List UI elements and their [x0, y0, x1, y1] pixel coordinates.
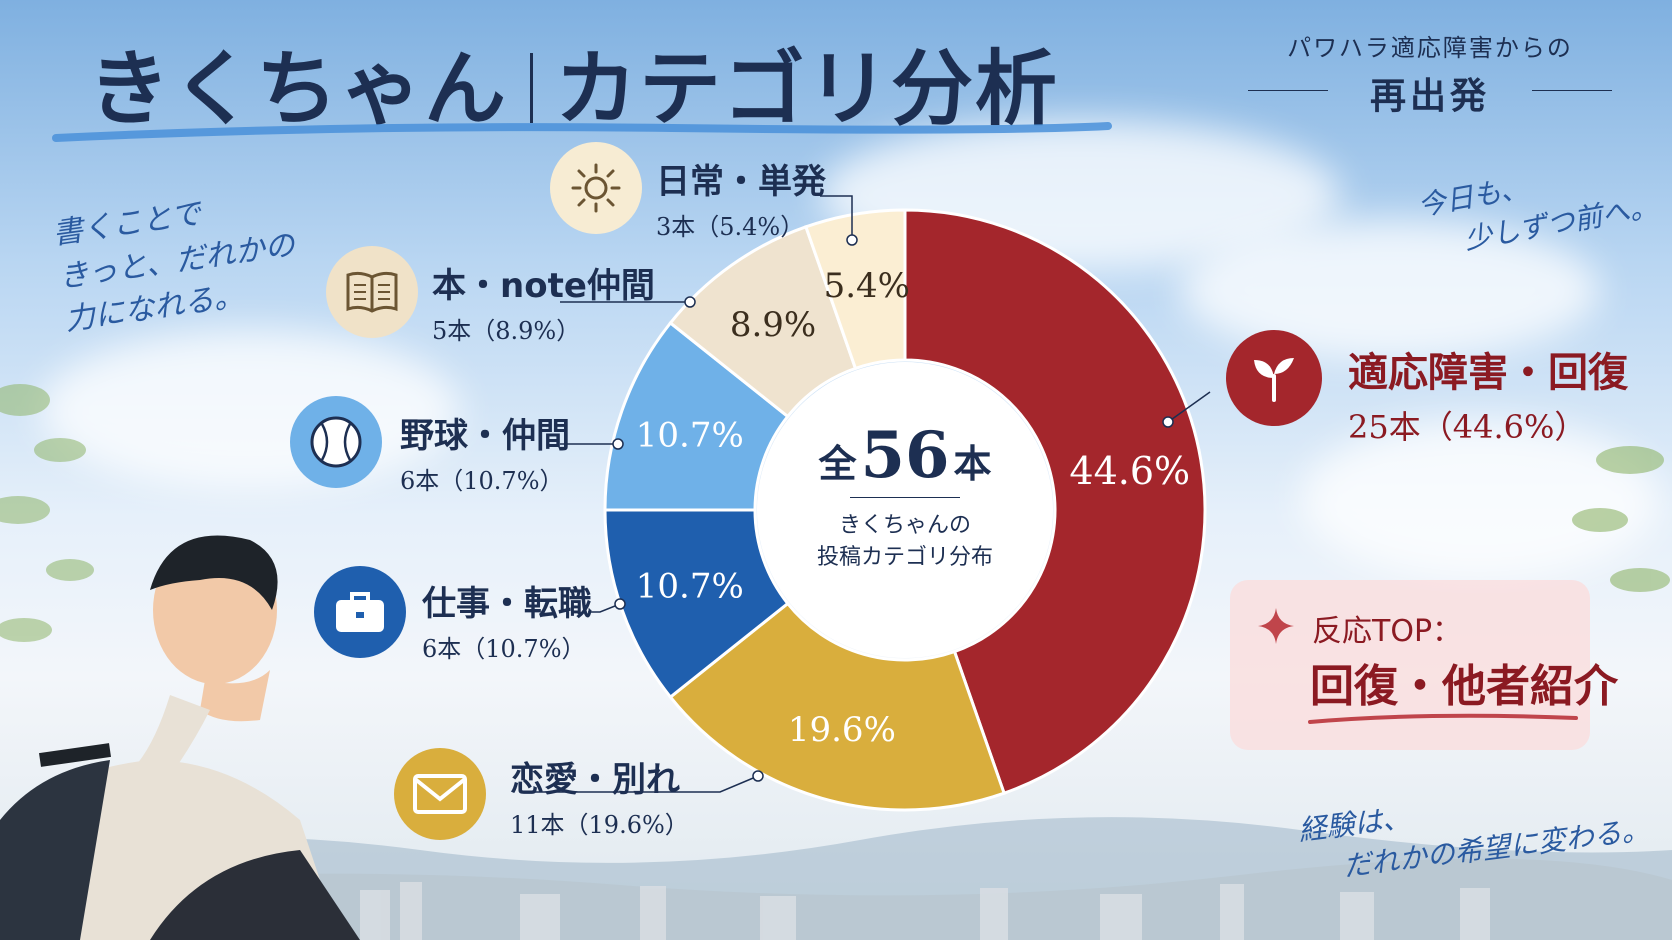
subtitle-line2: 再出発 — [1369, 76, 1490, 117]
label-baseball: 野球・仲間 6本（10.7%） — [400, 408, 570, 496]
total-count: 全56 本 — [745, 418, 1065, 493]
subtitle-rule-left — [1248, 90, 1328, 91]
slice-label-1: 19.6% — [788, 710, 896, 750]
donut-slice-0 — [903, 208, 1207, 796]
label-work: 仕事・転職 6本（10.7%） — [422, 576, 592, 664]
sparkle-icon — [1258, 608, 1294, 644]
title-author: きくちゃん — [88, 42, 509, 137]
top-reaction-value: 回復・他者紹介 — [1310, 661, 1618, 712]
leader-dot-2 — [614, 598, 626, 610]
sun-icon — [550, 142, 642, 234]
donut-slice-5 — [804, 208, 907, 371]
leader-line-1 — [520, 775, 759, 793]
leader-line-2 — [588, 603, 621, 613]
label-romance-count: 11本（19.6%） — [510, 811, 689, 839]
total-suffix: 本 — [953, 441, 992, 486]
label-work-count: 6本（10.7%） — [422, 635, 586, 663]
subtitle-rule-right — [1532, 90, 1612, 91]
title-topic: カテゴリ分析 — [555, 42, 1060, 137]
left-foliage — [0, 384, 94, 642]
city-skyline — [0, 817, 1672, 940]
top-reaction-underline — [1308, 713, 1578, 724]
slice-label-4: 8.9% — [730, 305, 816, 345]
center-caption-line1: きくちゃんの — [838, 513, 971, 538]
slice-label-5: 5.4% — [824, 266, 910, 306]
leader-dot-1 — [752, 770, 764, 782]
slice-label-0: 44.6% — [1069, 449, 1190, 493]
label-baseball-count: 6本（10.7%） — [400, 467, 564, 495]
center-caption-line2: 投稿カテゴリ分布 — [816, 544, 993, 570]
center-divider — [850, 497, 960, 498]
leader-dot-3 — [612, 438, 624, 450]
person-illustration — [0, 535, 360, 940]
label-romance-name: 恋愛・別れ — [510, 760, 680, 800]
leader-dot-5 — [846, 234, 858, 246]
label-books: 本・note仲間 5本（8.9%） — [432, 258, 655, 346]
leader-dot-0 — [1162, 416, 1174, 428]
book-icon — [326, 246, 418, 338]
title-divider — [530, 53, 534, 123]
background-cloud — [1300, 420, 1660, 580]
center-caption: きくちゃんの 投稿カテゴリ分布 — [745, 510, 1065, 574]
label-daily-name: 日常・単発 — [656, 162, 826, 202]
donut-slice-1 — [668, 601, 1006, 812]
label-work-name: 仕事・転職 — [422, 584, 592, 624]
background-cloud — [40, 330, 460, 490]
label-romance: 恋愛・別れ 11本（19.6%） — [510, 752, 689, 840]
label-daily-count: 3本（5.4%） — [656, 213, 805, 241]
label-recovery-name: 適応障害・回復 — [1348, 350, 1628, 396]
envelope-icon — [394, 748, 486, 840]
top-reaction-label: 反応TOP： — [1312, 614, 1463, 649]
label-recovery: 適応障害・回復 25本（44.6%） — [1348, 340, 1628, 448]
label-baseball-name: 野球・仲間 — [400, 416, 570, 456]
right-foliage — [1572, 446, 1670, 592]
label-books-name: 本・note仲間 — [432, 266, 655, 306]
donut-center-label: 全56 本 きくちゃんの 投稿カテゴリ分布 — [745, 418, 1065, 574]
label-books-count: 5本（8.9%） — [432, 317, 581, 345]
briefcase-icon — [314, 566, 406, 658]
slice-label-2: 10.7% — [636, 566, 744, 606]
total-value: 56 — [860, 418, 950, 493]
baseball-icon — [290, 396, 382, 488]
leader-dot-4 — [684, 296, 696, 308]
title-brush-underline — [52, 122, 1112, 142]
label-recovery-count: 25本（44.6%） — [1348, 408, 1587, 446]
slice-label-3: 10.7% — [636, 416, 744, 456]
page-title: きくちゃん カテゴリ分析 — [88, 22, 1059, 141]
subtitle-line1: パワハラ適応障害からの — [1287, 34, 1573, 62]
donut-hole — [757, 362, 1053, 658]
leader-line-0 — [1167, 391, 1211, 423]
sprout-icon — [1226, 330, 1322, 426]
leader-line-5 — [820, 195, 853, 240]
total-prefix: 全 — [818, 441, 857, 486]
label-daily: 日常・単発 3本（5.4%） — [656, 154, 826, 242]
subtitle-block: パワハラ適応障害からの 再出発 — [1220, 28, 1640, 119]
top-reaction-box: 反応TOP： 回復・他者紹介 — [1230, 580, 1618, 750]
